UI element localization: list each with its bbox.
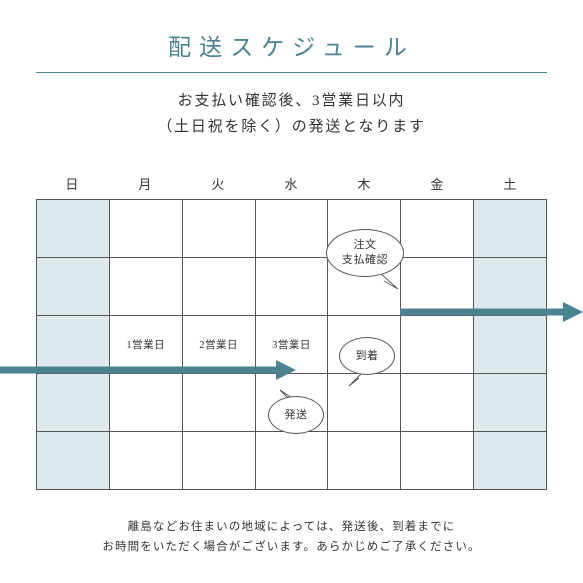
day-header: 木 <box>328 174 401 199</box>
calendar-cell <box>183 200 256 258</box>
bubble-ship-text: 発送 <box>284 408 307 423</box>
calendar-cell <box>37 432 110 490</box>
title-text: 配送スケジュール <box>168 35 415 60</box>
calendar-cell <box>110 432 183 490</box>
calendar-cell <box>256 432 329 490</box>
bubble-order-line2: 支払確認 <box>342 253 388 268</box>
calendar-cell <box>183 258 256 316</box>
subtitle-line2: （土日祝を除く）の発送となります <box>0 115 583 141</box>
calendar-cell <box>110 258 183 316</box>
bubble-arrive-text: 到着 <box>355 349 378 364</box>
calendar-cell <box>256 200 329 258</box>
day-header: 火 <box>182 174 255 199</box>
calendar-grid: 1営業日2営業日3営業日 <box>36 199 547 490</box>
bubble-ship: 発送 <box>268 396 324 434</box>
footnote: 離島などお住まいの地域によっては、発送後、到着までに お時間をいただく場合がござ… <box>36 517 547 557</box>
arrow-left-icon <box>0 356 300 384</box>
page-title: 配送スケジュール <box>0 0 583 62</box>
day-header: 月 <box>109 174 182 199</box>
day-header-row: 日 月 火 水 木 金 土 <box>36 174 547 199</box>
calendar-cell <box>256 258 329 316</box>
calendar-cell <box>110 200 183 258</box>
day-header: 水 <box>255 174 328 199</box>
footnote-line1: 離島などお住まいの地域によっては、発送後、到着までに <box>36 517 547 537</box>
bubble-order: 注文 支払確認 <box>326 229 404 277</box>
subtitle-line1: お支払い確認後、3営業日以内 <box>0 89 583 115</box>
calendar-cell <box>37 200 110 258</box>
calendar-cell <box>401 374 474 432</box>
calendar-cell <box>474 200 547 258</box>
calendar-cell <box>37 258 110 316</box>
bubble-arrive: 到着 <box>339 337 395 375</box>
subtitle: お支払い確認後、3営業日以内 （土日祝を除く）の発送となります <box>0 89 583 140</box>
calendar-cell <box>183 432 256 490</box>
day-header: 金 <box>401 174 474 199</box>
bubble-order-line1: 注文 <box>342 238 388 253</box>
calendar-cell <box>474 432 547 490</box>
footnote-line2: お時間をいただく場合がございます。あらかじめご了承ください。 <box>36 537 547 557</box>
title-underline <box>36 72 547 73</box>
calendar-cell <box>474 374 547 432</box>
calendar-cell <box>401 200 474 258</box>
day-header: 土 <box>474 174 547 199</box>
calendar-cell <box>328 432 401 490</box>
day-header: 日 <box>36 174 109 199</box>
calendar-cell <box>401 432 474 490</box>
arrow-right-icon <box>400 298 583 326</box>
calendar: 日 月 火 水 木 金 土 1営業日2営業日3営業日 <box>36 174 547 490</box>
